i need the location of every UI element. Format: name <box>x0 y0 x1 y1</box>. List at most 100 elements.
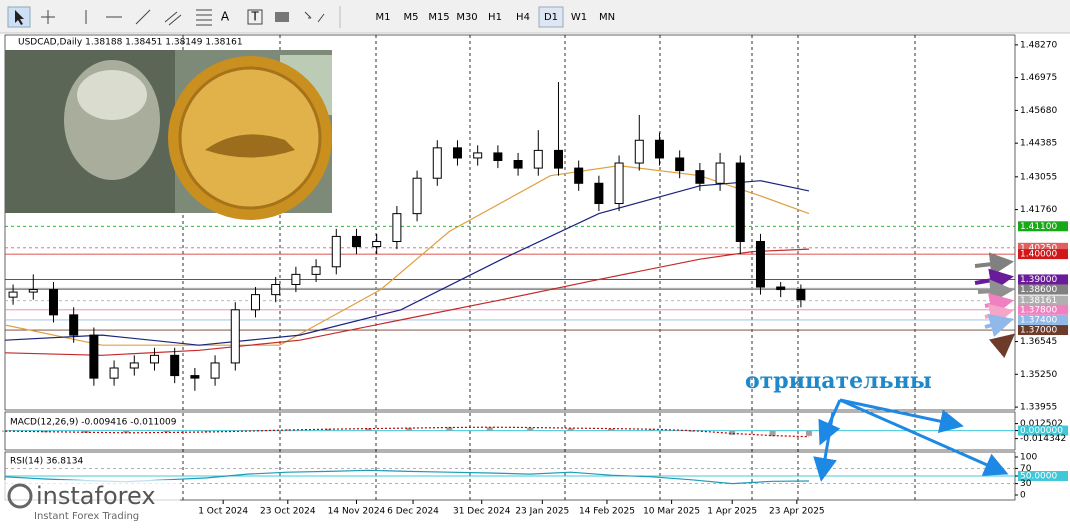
y-tick-label: 70 <box>1020 464 1032 474</box>
candle-body <box>493 152 503 162</box>
macd-bar <box>527 427 534 431</box>
channel-icon[interactable] <box>164 11 182 26</box>
candle-body <box>634 139 644 164</box>
level-label-bg <box>1018 295 1068 306</box>
candle-body <box>614 162 624 205</box>
macd-bar <box>82 430 89 433</box>
level-label-bg <box>1018 325 1068 336</box>
candle-body <box>311 266 321 275</box>
macd-bar <box>325 428 332 431</box>
level-label: 1.41100 <box>1020 222 1057 232</box>
arrow <box>977 279 1014 304</box>
level-label-bg <box>1018 314 1068 325</box>
level-label: 1.38161 <box>1020 296 1057 306</box>
tick-highlight <box>1018 471 1068 481</box>
level-label: 1.40250 <box>1020 243 1057 253</box>
candle-body <box>735 162 745 242</box>
arrow <box>813 411 837 482</box>
x-tick-label: 14 Feb 2025 <box>579 507 635 517</box>
text-tool[interactable]: T <box>250 10 259 24</box>
candle-body <box>109 367 119 379</box>
y-tick-label: 0.000000 <box>1020 426 1063 436</box>
macd-bar <box>608 428 614 431</box>
candle-body <box>513 160 523 169</box>
candle-body <box>331 235 341 268</box>
candle-body <box>675 157 685 172</box>
candle-body <box>695 170 705 184</box>
candle-body <box>170 354 180 377</box>
y-tick-label: -0.014342 <box>1020 434 1066 444</box>
crosshair-icon[interactable] <box>41 10 55 24</box>
candle-body <box>796 289 806 301</box>
level-label-bg <box>1018 304 1068 315</box>
level-label: 1.37400 <box>1020 315 1057 325</box>
trendline-icon[interactable] <box>135 9 151 25</box>
arrow <box>839 398 1009 476</box>
candle-body <box>533 149 543 169</box>
text-tool[interactable]: A <box>221 10 230 24</box>
timeframe[interactable]: W1 <box>571 12 587 23</box>
macd-bar <box>769 430 776 437</box>
macd-bar <box>365 428 372 431</box>
y-tick-label: 1.44385 <box>1020 139 1057 149</box>
y-tick-label: 1.48270 <box>1020 40 1057 50</box>
rect-icon[interactable] <box>275 12 289 22</box>
pane-title: USDCAD,Daily 1.38188 1.38451 1.38149 1.3… <box>18 38 243 48</box>
timeframe[interactable]: M30 <box>456 12 477 23</box>
candle-body <box>190 375 200 379</box>
brand: instaforex <box>36 482 156 510</box>
macd-bar <box>567 428 574 431</box>
timeframe[interactable]: M5 <box>404 12 419 23</box>
timeframe[interactable]: MN <box>599 12 615 23</box>
candle-body <box>574 167 584 184</box>
candle-body <box>250 294 260 311</box>
arrow <box>988 333 1016 359</box>
y-tick-label: 1.41760 <box>1020 205 1057 215</box>
level-label-bg <box>1018 274 1068 285</box>
x-tick-label: 23 Oct 2024 <box>260 507 316 517</box>
level-arrows <box>974 252 1016 359</box>
macd-bar <box>406 427 412 431</box>
level-label: 1.38600 <box>1020 285 1057 295</box>
timeframe[interactable]: M1 <box>376 12 391 23</box>
y-tick-label: 1.33955 <box>1020 403 1057 413</box>
x-tick-label: 1 Apr 2025 <box>707 507 757 517</box>
arrows-icon[interactable] <box>304 11 325 23</box>
candle-body <box>715 162 725 184</box>
y-tick-label: 1.45680 <box>1020 106 1057 116</box>
plot: USDCAD,Daily 1.38188 1.38451 1.38149 1.3… <box>2 38 1068 517</box>
y-tick-label: 100 <box>1020 453 1037 463</box>
macd-bar <box>648 429 655 431</box>
timeframe[interactable]: H1 <box>488 12 502 23</box>
candle-body <box>129 362 139 369</box>
currency-photo <box>5 50 332 220</box>
macd-bar <box>805 430 812 436</box>
candle-body <box>8 291 18 298</box>
arrow <box>839 398 964 434</box>
macd-bar <box>729 430 736 436</box>
level-label-bg <box>1018 284 1068 295</box>
fibo-icon[interactable] <box>196 9 212 26</box>
y-tick-label: 1.35250 <box>1020 370 1057 380</box>
y-tick-label: 50.0000 <box>1020 472 1057 482</box>
level-label: 1.39000 <box>1020 275 1057 285</box>
x-tick-label: 23 Apr 2025 <box>769 507 825 517</box>
tick-highlight <box>1018 425 1068 436</box>
annotation-arrows <box>813 398 1009 482</box>
watermark: instaforex Instant Forex Trading <box>0 480 180 525</box>
x-tick-label: 10 Mar 2025 <box>643 507 700 517</box>
level-label: 1.37000 <box>1020 326 1057 336</box>
macd-bar <box>446 427 453 431</box>
timeframe[interactable]: H4 <box>516 12 530 23</box>
timeframe[interactable]: M15 <box>428 12 449 23</box>
label-box <box>247 9 263 25</box>
y-tick-label: 0 <box>1020 491 1026 501</box>
candle-body <box>392 213 402 242</box>
y-tick-label: 30 <box>1020 479 1032 489</box>
arrow <box>984 313 1014 337</box>
moving-average <box>4 180 810 346</box>
timeframe[interactable]: D1 <box>544 12 558 23</box>
macd-bar <box>244 430 251 432</box>
candle-body <box>432 147 442 179</box>
